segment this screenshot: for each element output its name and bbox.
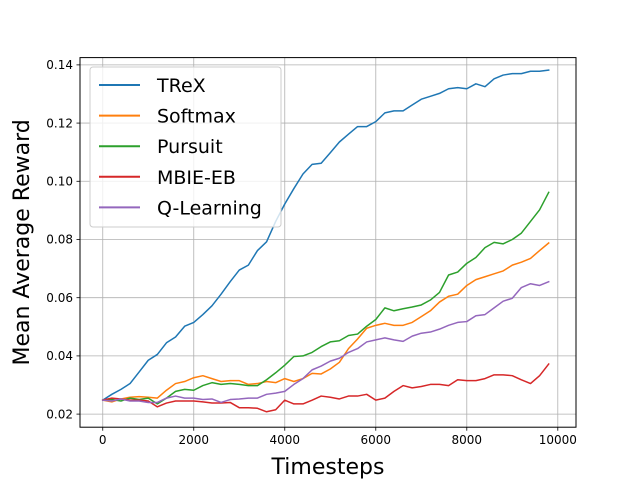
series-layer bbox=[101, 69, 550, 413]
legend-label-pursuit: Pursuit bbox=[157, 136, 223, 158]
series-line-trex bbox=[101, 69, 550, 402]
x-tick-label: 10000 bbox=[539, 433, 577, 447]
legend-label-trex: TReX bbox=[156, 75, 206, 97]
legend-box bbox=[89, 66, 282, 228]
series-line-pursuit bbox=[101, 191, 550, 405]
x-tick-label: 0 bbox=[99, 433, 107, 447]
legend-label-softmax: Softmax bbox=[157, 106, 236, 128]
legend: TReX Softmax Pursuit MBIE-EB Q-Learning bbox=[89, 66, 282, 228]
legend-label-mbie-eb: MBIE-EB bbox=[157, 167, 236, 189]
x-axis-title: Timesteps bbox=[271, 455, 385, 480]
x-tick-label: 8000 bbox=[452, 433, 483, 447]
series-line-softmax bbox=[101, 241, 550, 403]
y-tick-label: 0.08 bbox=[46, 233, 73, 247]
series-line-q-learning bbox=[101, 280, 550, 404]
y-tick-label: 0.02 bbox=[46, 407, 73, 421]
y-tick-label: 0.12 bbox=[46, 116, 73, 130]
x-tick-label: 2000 bbox=[178, 433, 209, 447]
plot-frame bbox=[79, 57, 577, 428]
series-line-mbie-eb bbox=[101, 362, 550, 413]
y-tick-label: 0.06 bbox=[46, 291, 73, 305]
grid bbox=[80, 57, 576, 428]
x-tick-label: 6000 bbox=[361, 433, 392, 447]
x-axis: 0 2000 4000 6000 8000 10000 bbox=[99, 427, 577, 447]
y-axis-title: Mean Average Reward bbox=[10, 119, 35, 365]
y-tick-label: 0.10 bbox=[46, 174, 73, 188]
y-tick-label: 0.04 bbox=[46, 349, 73, 363]
y-axis: 0.02 0.04 0.06 0.08 0.10 0.12 0.14 bbox=[46, 58, 80, 421]
y-tick-label: 0.14 bbox=[46, 58, 73, 72]
x-tick-label: 4000 bbox=[269, 433, 300, 447]
legend-label-q-learning: Q-Learning bbox=[157, 197, 262, 219]
